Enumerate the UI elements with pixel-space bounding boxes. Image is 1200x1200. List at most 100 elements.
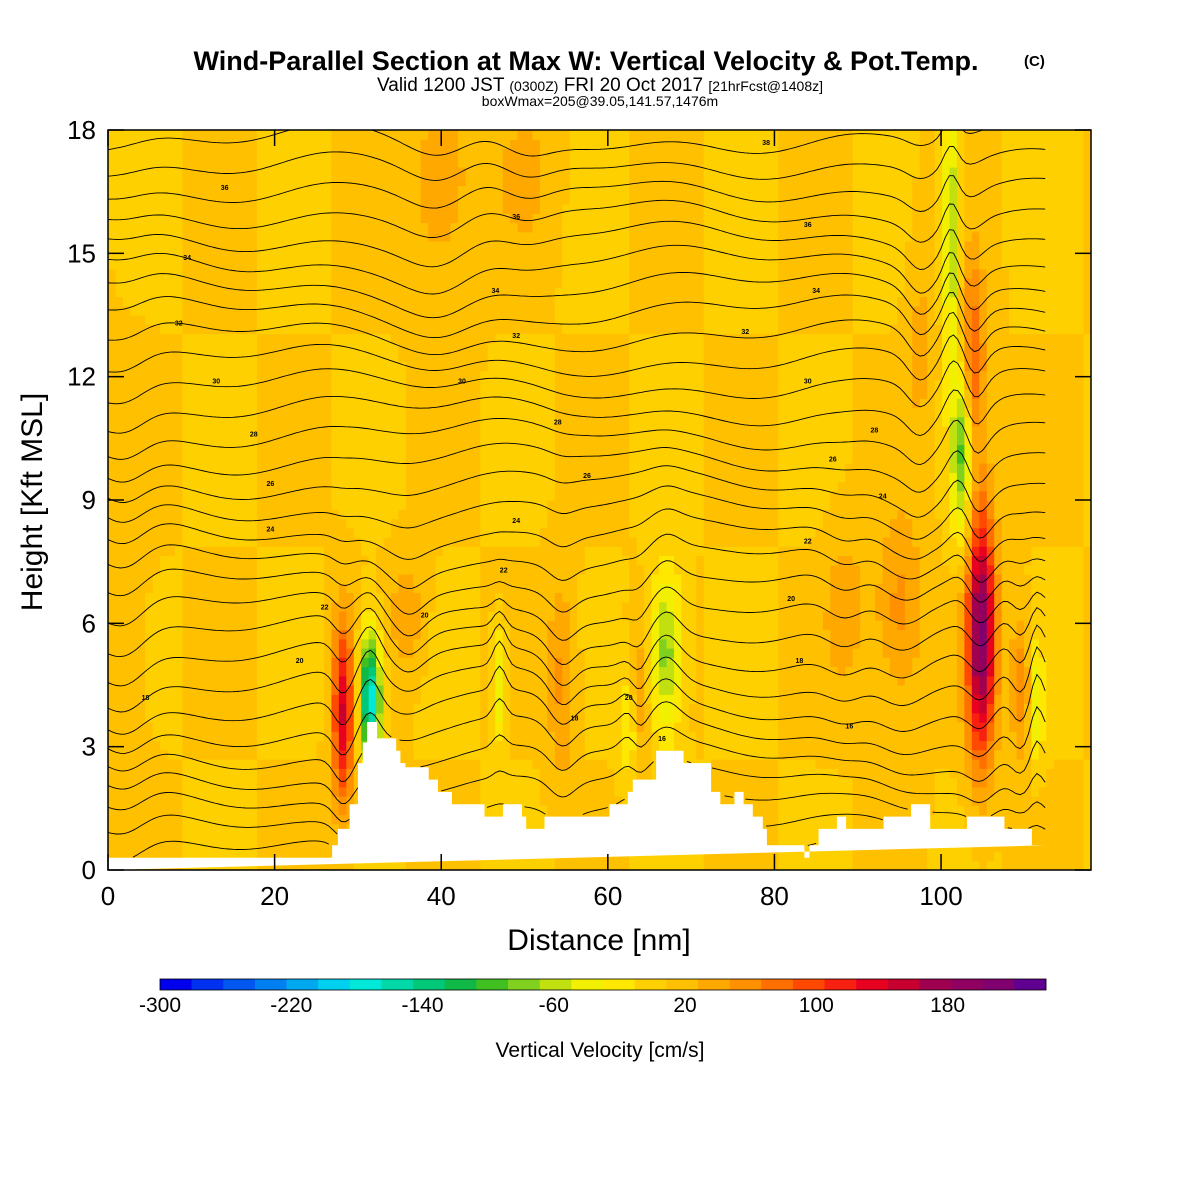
velocity-cell [875,592,884,603]
velocity-cell [1023,823,1033,834]
velocity-cell [703,722,712,732]
velocity-cell [294,749,303,760]
velocity-cell [249,527,258,538]
velocity-cell [971,555,980,566]
velocity-cell [726,574,735,584]
velocity-cell [510,731,519,742]
velocity-cell [934,620,943,631]
velocity-cell [1046,833,1055,843]
velocity-cell [108,759,117,769]
velocity-cell [778,833,787,843]
velocity-cell [889,740,898,751]
velocity-cell [718,694,727,705]
velocity-cell [443,703,452,714]
velocity-cell [897,648,906,658]
velocity-cell [964,574,973,584]
velocity-cell [495,546,504,557]
velocity-cell [800,583,809,594]
velocity-cell [242,675,251,686]
velocity-cell [301,777,310,788]
velocity-cell [1031,749,1040,760]
velocity-cell [428,629,437,640]
velocity-cell [279,685,288,695]
velocity-cell [703,638,712,649]
velocity-cell [212,537,221,547]
velocity-cell [681,564,690,575]
velocity-cell [346,583,355,594]
velocity-cell [614,629,623,640]
velocity-cell [145,583,154,594]
velocity-cell [852,620,861,631]
velocity-cell [852,823,861,834]
velocity-cell [234,823,243,834]
velocity-cell [621,777,630,788]
velocity-cell [443,555,452,566]
velocity-cell [696,546,705,557]
velocity-cell [726,518,735,529]
velocity-cell [242,601,251,612]
velocity-cell [949,768,958,779]
velocity-cell [182,574,191,584]
velocity-cell [569,620,578,631]
velocity-cell [130,796,139,806]
velocity-cell [197,833,206,843]
velocity-cell [130,527,139,538]
velocity-cell [130,712,139,723]
velocity-cell [912,796,921,806]
velocity-cell [949,620,958,631]
velocity-cell [212,527,221,538]
velocity-cell [584,860,593,870]
velocity-cell [912,786,921,797]
velocity-cell [696,611,705,621]
velocity-cell [547,527,556,538]
velocity-cell [673,518,683,529]
velocity-cell [309,777,318,788]
velocity-cell [286,601,295,612]
velocity-cell [1068,694,1077,705]
velocity-cell [197,703,206,714]
velocity-cell [942,796,951,806]
velocity-cell [606,629,615,640]
velocity-cell [547,749,556,760]
velocity-cell [755,851,764,862]
velocity-cell [316,796,325,806]
velocity-cell [659,851,668,862]
velocity-cell [242,555,251,566]
velocity-cell [1031,814,1040,825]
velocity-cell [912,694,921,705]
velocity-cell [472,518,481,529]
velocity-cell [212,805,221,816]
velocity-cell [368,694,377,705]
velocity-cell [934,860,943,870]
velocity-cell [242,657,251,668]
velocity-cell [919,694,928,705]
velocity-cell [234,601,243,612]
velocity-cell [137,851,146,862]
velocity-cell [547,564,556,575]
velocity-cell [197,629,206,640]
velocity-cell [346,611,355,621]
velocity-cell [1001,731,1010,742]
velocity-cell [525,777,534,788]
velocity-cell [830,675,839,686]
velocity-cell [256,786,265,797]
velocity-cell [525,694,534,705]
velocity-cell [703,546,712,557]
velocity-cell [286,564,295,575]
velocity-cell [137,805,146,816]
velocity-cell [726,638,735,649]
velocity-cell [279,537,288,547]
velocity-cell [450,759,459,769]
velocity-cell [793,583,802,594]
velocity-cell [472,537,481,547]
velocity-cell [800,685,809,695]
velocity-cell [547,546,556,557]
velocity-cell [249,648,258,658]
velocity-cell [1076,611,1085,621]
velocity-cell [860,860,869,870]
velocity-cell [718,703,727,714]
velocity-cell [219,842,228,853]
velocity-cell [703,518,712,529]
velocity-cell [912,675,921,686]
velocity-cell [718,629,727,640]
